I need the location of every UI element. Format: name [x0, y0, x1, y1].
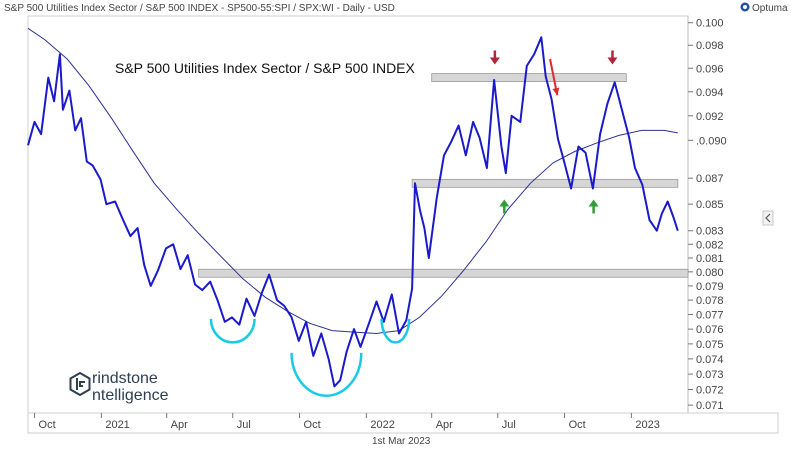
y-tick-label: 0.081 [696, 253, 724, 265]
footer-date: 1st Mar 2023 [372, 436, 431, 447]
y-tick-label: 0.079 [696, 281, 724, 293]
y-tick-label: 0.094 [696, 87, 724, 99]
optuma-brand-label: Optuma [752, 3, 788, 14]
price-layer [27, 36, 679, 388]
y-tick-label: 0.077 [696, 310, 724, 322]
diagonal-arrow-head [552, 87, 560, 96]
x-tick-label: Oct [569, 419, 586, 431]
y-tick-label: 0.078 [696, 295, 724, 307]
y-tick-label: 0.080 [696, 267, 724, 279]
arrow-down-head [489, 57, 500, 65]
y-tick-label: 0.096 [696, 63, 724, 75]
grindstone-watermark: rindstone ntelligence [69, 370, 169, 404]
y-tick-label: 0.087 [696, 173, 724, 185]
grindstone-logo-icon [69, 371, 91, 397]
chevron-left-icon[interactable] [762, 210, 774, 226]
arrow-up-icon [588, 199, 599, 214]
plot-frame [27, 15, 689, 414]
y-tick-label: 0.085 [696, 199, 724, 211]
annotation-layer [209, 50, 618, 397]
support-band-3 [198, 268, 689, 278]
watermark-line1: rindstone [92, 370, 158, 387]
y-tick-label: 0.073 [696, 369, 724, 381]
y-tick-label: 0.082 [696, 239, 724, 251]
y-tick-label: 0.072 [696, 384, 724, 396]
price-line [27, 36, 679, 388]
arrow-up-head [499, 199, 510, 207]
arrow-down-head [607, 57, 618, 65]
y-tick-label: 0.098 [696, 40, 724, 52]
y-tick-label: 0.071 [696, 400, 724, 412]
arrow-down-icon [489, 50, 500, 65]
y-tick-label: 0.075 [696, 339, 724, 351]
x-tick-label: 2023 [635, 419, 659, 431]
support-band-2 [411, 178, 679, 188]
arrow-up-icon [499, 199, 510, 214]
x-tick-label: Apr [436, 419, 453, 431]
y-tick-label: 0.092 [696, 111, 724, 123]
x-tick-label: Oct [39, 419, 56, 431]
x-tick-label: Apr [171, 419, 188, 431]
support-band-1 [431, 73, 627, 83]
diagonal-arrow-icon [549, 58, 560, 96]
x-tick-label: Jul [237, 419, 251, 431]
y-tick-label: 0.100 [696, 18, 724, 30]
y-tick-label: 0.076 [696, 324, 724, 336]
y-axis: 0.100 0.098 0.096 0.094 0.092 .0.090 0.087 0.08… [688, 18, 727, 412]
trough-arc-1 [209, 318, 256, 344]
x-tick-label: 2022 [370, 419, 394, 431]
x-tick-label: Jul [502, 419, 516, 431]
x-tick-label: 2021 [105, 419, 129, 431]
support-resistance-bands [198, 73, 689, 278]
trough-arc-2 [290, 352, 363, 397]
arrow-down-icon [607, 50, 618, 65]
arrow-up-head [588, 199, 599, 207]
trough-arc-3 [380, 318, 411, 344]
optuma-brand: Optuma [740, 2, 788, 14]
y-tick-label: 0.083 [696, 226, 724, 238]
y-tick-label: .0.090 [696, 135, 727, 147]
watermark-line2: ntelligence [92, 387, 169, 404]
chart-title: S&P 500 Utilities Index Sector / S&P 500… [115, 60, 416, 76]
y-tick-label: 0.074 [696, 354, 724, 366]
plot-bottom-strip [27, 412, 779, 434]
x-axis: Oct 2021 Apr Jul Oct 2022 Apr Jul Oct 2023 [34, 413, 660, 431]
chart-header-description: S&P 500 Utilities Index Sector / S&P 500… [4, 3, 395, 14]
x-tick-label: Oct [304, 419, 321, 431]
